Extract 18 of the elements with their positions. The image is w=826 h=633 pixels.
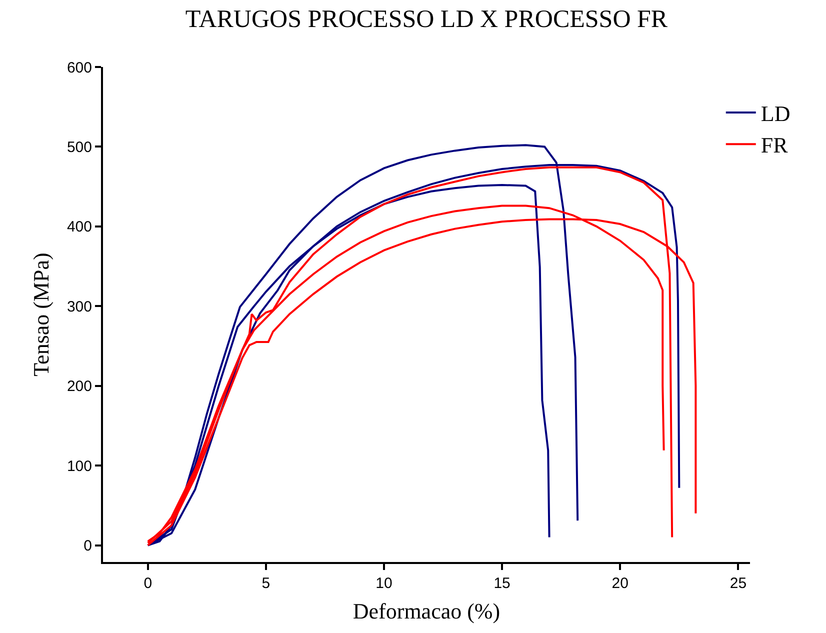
x-tick-label: 25 (730, 575, 747, 592)
y-tick-label: 100 (66, 458, 92, 475)
x-axis-title: Deformacao (%) (352, 598, 500, 624)
legend-label: LD (760, 101, 790, 126)
y-tick-label: 600 (66, 59, 92, 76)
x-tick-label: 10 (376, 575, 392, 592)
x-tick-label: 0 (144, 575, 152, 592)
y-tick-label: 500 (66, 138, 92, 156)
y-tick-label: 0 (84, 538, 92, 555)
y-tick-label: 300 (66, 298, 92, 316)
legend-label: FR (760, 132, 788, 158)
x-tick-label: 5 (262, 575, 270, 592)
x-tick-label: 20 (612, 575, 628, 592)
y-tick-label: 400 (66, 218, 92, 236)
x-tick-label: 15 (494, 575, 510, 592)
y-tick-label: 200 (66, 378, 92, 396)
y-axis-title: Tensao (MPa) (28, 252, 54, 376)
chart-title: TARUGOS PROCESSO LD X PROCESSO FR (185, 6, 668, 33)
